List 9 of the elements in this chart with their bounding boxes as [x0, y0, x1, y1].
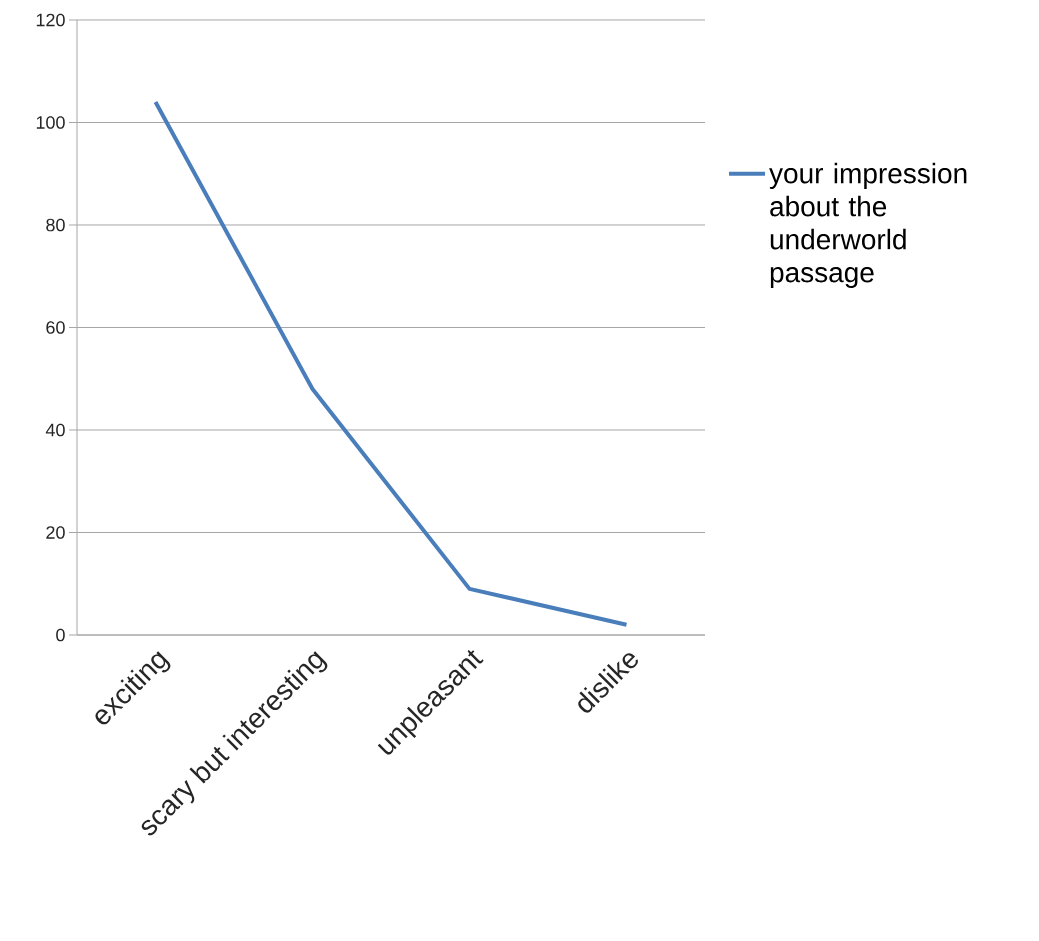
legend-label: your impression about the underworld passage: [769, 162, 967, 288]
y-tick-label: 40: [45, 423, 65, 437]
y-tick-label: 60: [46, 321, 65, 334]
y-tick-label: 20: [46, 526, 65, 539]
y-tick-label: 100: [36, 116, 65, 129]
y-tick-label: 120: [36, 13, 65, 27]
line-series: [153, 99, 629, 627]
y-tick-label: 80: [46, 218, 65, 232]
y-tick-label: 0: [56, 628, 65, 642]
